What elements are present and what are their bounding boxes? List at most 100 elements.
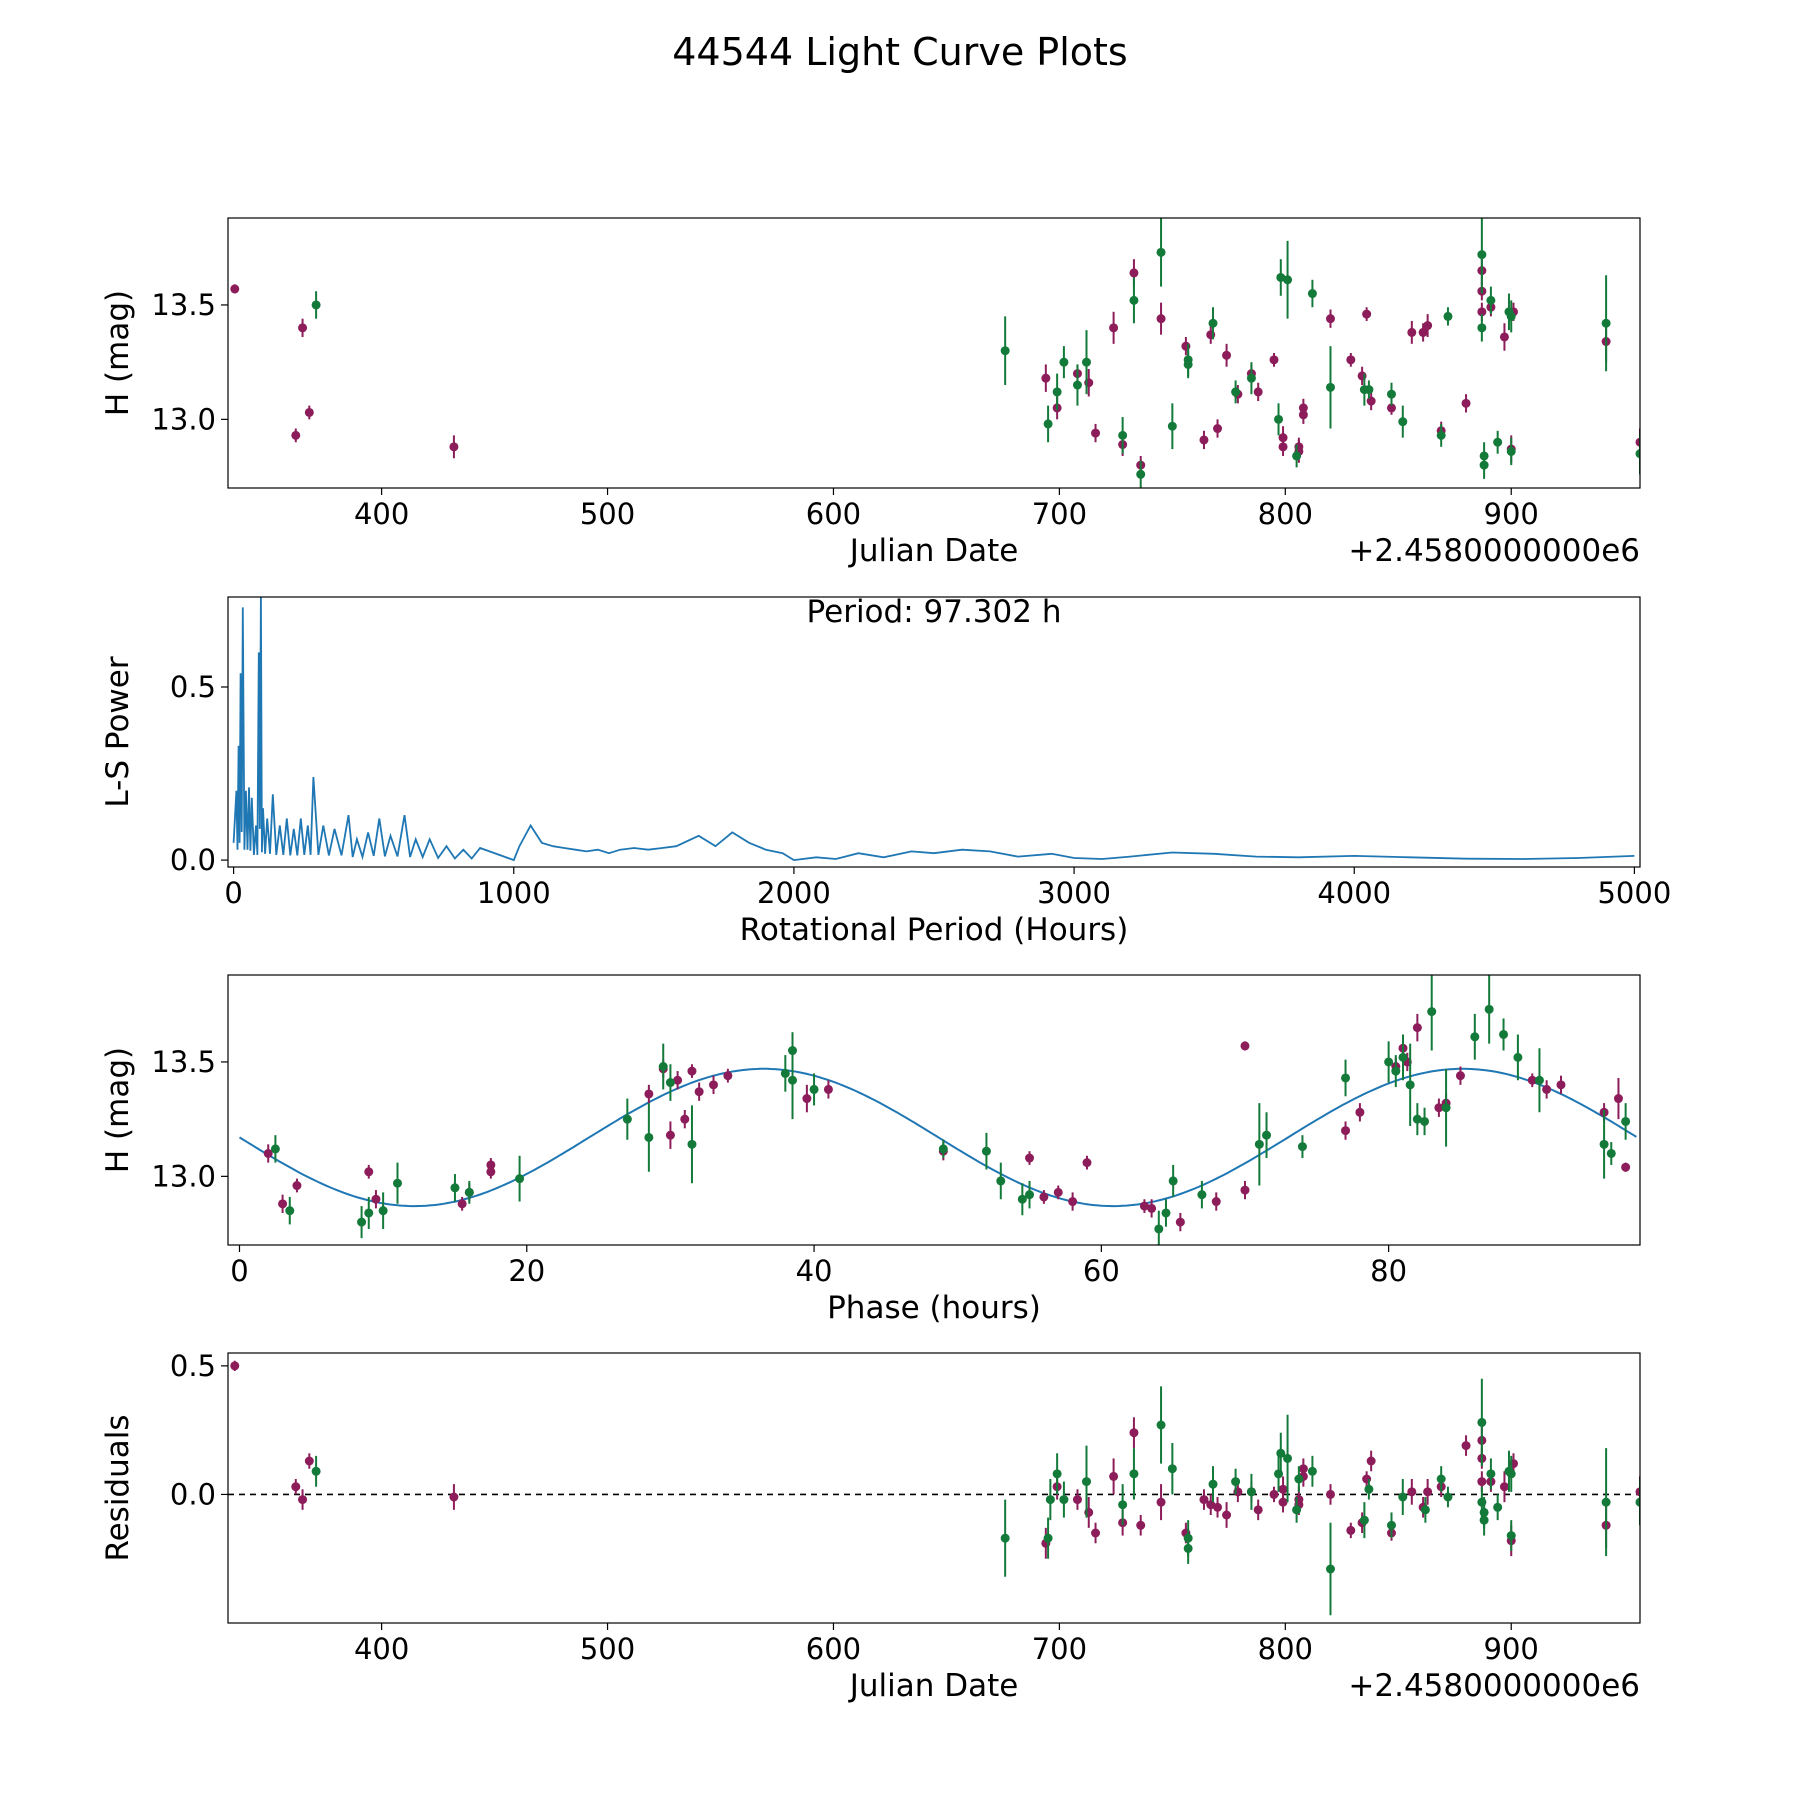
- data-point: [1418, 327, 1428, 337]
- data-point: [291, 430, 301, 440]
- data-point: [1601, 318, 1611, 328]
- data-point: [1052, 1469, 1062, 1479]
- data-point: [1292, 1505, 1302, 1515]
- data-point: [622, 1114, 632, 1124]
- data-point: [1613, 1094, 1623, 1104]
- data-point: [464, 1187, 474, 1197]
- data-point: [1183, 1543, 1193, 1553]
- data-point: [515, 1174, 525, 1184]
- x-axis-label: Julian Date: [848, 1668, 1019, 1704]
- data-point: [809, 1084, 819, 1094]
- y-axis-label: H (mag): [100, 1047, 136, 1173]
- x-tick-label: 1000: [477, 876, 551, 910]
- data-point: [1542, 1084, 1552, 1094]
- data-point: [673, 1075, 683, 1085]
- data-point: [1443, 1492, 1453, 1502]
- data-point: [1278, 1497, 1288, 1507]
- y-tick-label: 0.5: [170, 670, 216, 704]
- panel-periodogram: 0 1000 2000 3000 4000 5000 0.0 0.5 Rotational Pe…: [100, 594, 1671, 948]
- data-point: [449, 1492, 459, 1502]
- data-point: [1366, 396, 1376, 406]
- y-axis-label: L-S Power: [100, 656, 136, 807]
- data-point: [1443, 311, 1453, 321]
- data-point: [1208, 318, 1218, 328]
- data-point: [1017, 1194, 1027, 1204]
- x-tick-label: 500: [580, 1632, 635, 1666]
- panel-lightcurve: 400 500 600 700 800 900 13.0 13.5 Julian Date H (…: [100, 217, 1641, 569]
- data-point: [1072, 1495, 1082, 1505]
- plot-area: [232, 597, 1635, 862]
- x-tick-label: 80: [1370, 1254, 1407, 1288]
- data-point: [1477, 1417, 1487, 1427]
- data-point: [780, 1068, 790, 1078]
- plot-area: [238, 975, 1637, 1245]
- data-point: [1407, 327, 1417, 337]
- data-point: [694, 1087, 704, 1097]
- axes-frame: [227, 1352, 1641, 1624]
- data-point: [1486, 295, 1496, 305]
- data-point: [1386, 389, 1396, 399]
- figure-title: 44544 Light Curve Plots: [672, 30, 1127, 74]
- data-point: [1621, 1116, 1631, 1126]
- data-point: [1156, 1497, 1166, 1507]
- data-point: [291, 1482, 301, 1492]
- data-point: [1477, 1477, 1487, 1487]
- data-point: [1197, 1190, 1207, 1200]
- data-point: [1222, 1510, 1232, 1520]
- data-point: [378, 1206, 388, 1216]
- data-point: [1398, 1492, 1408, 1502]
- data-point: [1043, 1533, 1053, 1543]
- data-point: [1274, 414, 1284, 424]
- data-point: [1161, 1208, 1171, 1218]
- data-point: [1635, 1487, 1640, 1497]
- data-point: [1423, 1487, 1433, 1497]
- data-point: [1499, 1029, 1509, 1039]
- plot-area: [230, 218, 1640, 488]
- data-point: [1278, 442, 1288, 452]
- data-point: [665, 1078, 675, 1088]
- axes-frame: [227, 596, 1641, 868]
- data-point: [1147, 1203, 1157, 1213]
- data-point: [1346, 355, 1356, 365]
- x-tick-label: 40: [796, 1254, 833, 1288]
- data-point: [1118, 1500, 1128, 1510]
- data-point: [1154, 1224, 1164, 1234]
- data-point: [1262, 1130, 1272, 1140]
- data-point: [1129, 295, 1139, 305]
- data-point: [1253, 387, 1263, 397]
- x-tick-label: 400: [354, 1632, 409, 1666]
- data-point: [1136, 469, 1146, 479]
- period-annotation: Period: 97.302 h: [807, 594, 1062, 630]
- data-point: [1156, 247, 1166, 257]
- data-point: [1283, 275, 1293, 285]
- data-point: [1297, 1142, 1307, 1152]
- data-point: [1254, 1139, 1264, 1149]
- data-point: [1307, 1466, 1317, 1476]
- data-point: [1461, 1441, 1471, 1451]
- data-point: [1059, 1495, 1069, 1505]
- data-point: [1493, 1502, 1503, 1512]
- x-axis-label: Phase (hours): [827, 1290, 1041, 1326]
- data-point: [1231, 387, 1241, 397]
- data-point: [723, 1071, 733, 1081]
- data-point: [1341, 1073, 1351, 1083]
- data-point: [687, 1139, 697, 1149]
- data-point: [981, 1146, 991, 1156]
- data-point: [1506, 311, 1516, 321]
- data-point: [1294, 1474, 1304, 1484]
- data-point: [1384, 1057, 1394, 1067]
- data-point: [1208, 1479, 1218, 1489]
- data-point: [1109, 1471, 1119, 1481]
- data-point: [1470, 1032, 1480, 1042]
- data-point: [1486, 1469, 1496, 1479]
- data-point: [1359, 1515, 1369, 1525]
- data-point: [1364, 385, 1374, 395]
- data-point: [1412, 1023, 1422, 1033]
- data-point: [1206, 1500, 1216, 1510]
- data-point: [1269, 1489, 1279, 1499]
- data-point: [1045, 1495, 1055, 1505]
- data-point: [1499, 332, 1509, 342]
- data-point: [449, 442, 459, 452]
- data-point: [1398, 417, 1408, 427]
- data-point: [230, 284, 240, 294]
